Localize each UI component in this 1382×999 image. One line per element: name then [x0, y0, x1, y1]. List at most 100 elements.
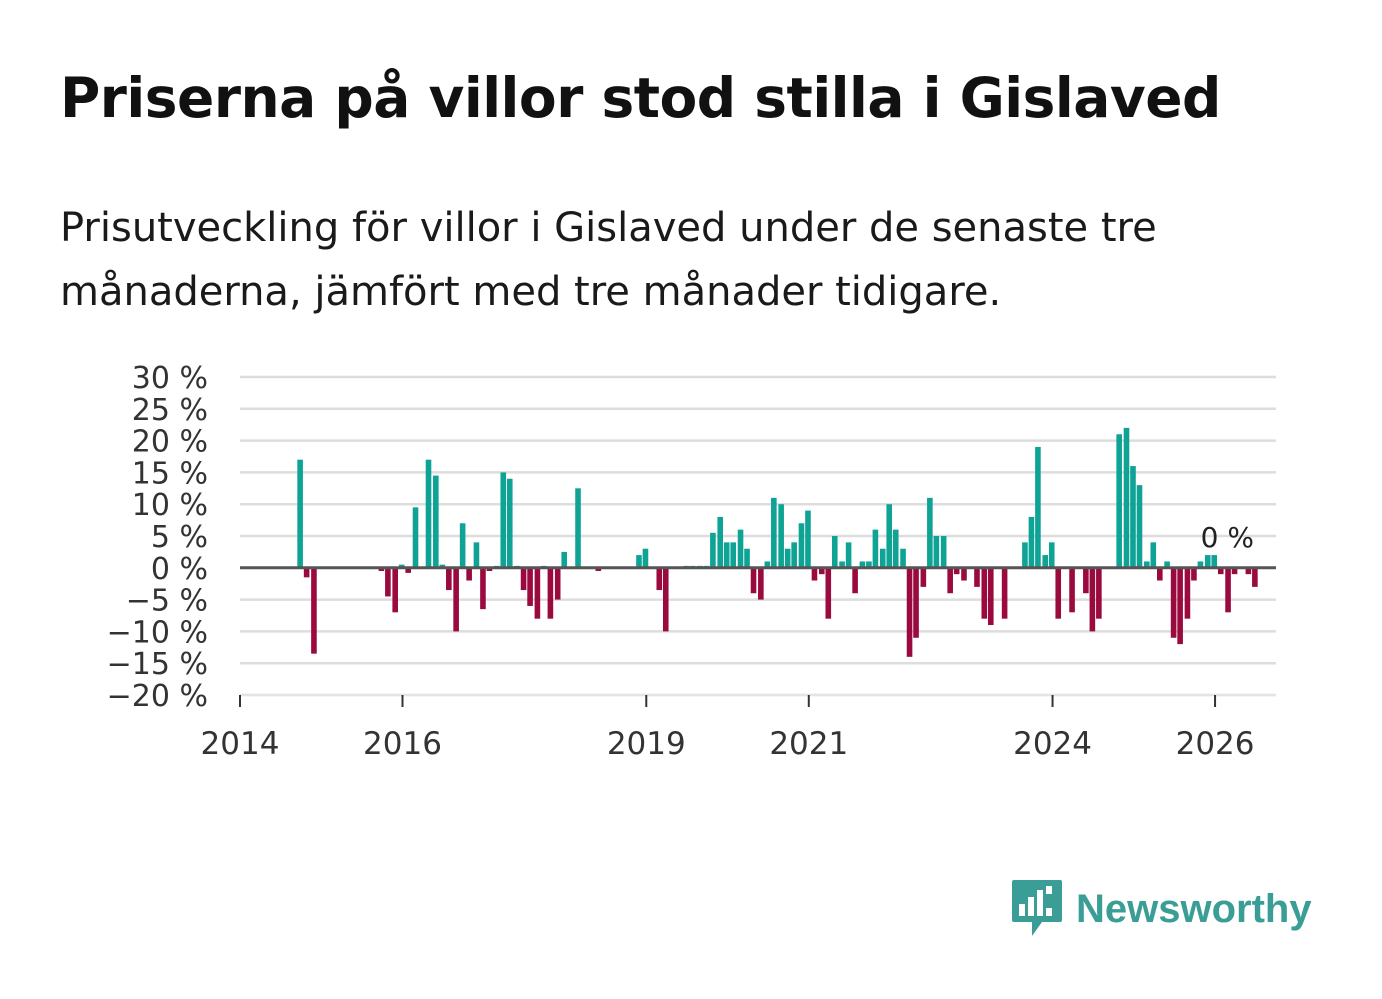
- bar: [811, 567, 818, 581]
- x-tick-label: 2024: [1013, 726, 1092, 762]
- bar: [506, 478, 513, 568]
- bar: [1001, 567, 1008, 619]
- x-tick-label: 2026: [1176, 726, 1255, 762]
- bar: [1197, 561, 1204, 568]
- bar: [953, 567, 960, 575]
- bar: [927, 497, 933, 568]
- bar: [1231, 567, 1238, 575]
- bar: [595, 567, 602, 571]
- y-tick-label: 25 %: [132, 393, 208, 428]
- bar: [1035, 446, 1041, 568]
- bar: [378, 567, 385, 571]
- bar: [412, 507, 419, 568]
- y-tick-label: −15 %: [107, 647, 208, 682]
- bar: [940, 536, 947, 568]
- bar: [405, 567, 411, 573]
- bar: [805, 510, 811, 568]
- bar: [892, 529, 899, 568]
- bar: [771, 497, 777, 568]
- bar: [1150, 542, 1157, 568]
- bar: [981, 567, 988, 619]
- bar: [744, 548, 750, 568]
- bar: [1191, 567, 1197, 581]
- bar: [439, 564, 446, 568]
- bar: [717, 516, 724, 568]
- bar: [1211, 555, 1218, 568]
- bar: [1252, 567, 1258, 587]
- bar: [1130, 466, 1136, 568]
- y-tick-label: 5 %: [151, 520, 208, 555]
- bar: [1136, 485, 1143, 568]
- bar: [845, 542, 852, 568]
- bar: [392, 567, 398, 613]
- bar: [480, 567, 486, 610]
- bar: [1089, 567, 1096, 632]
- bar: [433, 475, 439, 568]
- bar: [758, 567, 764, 600]
- bar: [825, 567, 832, 619]
- bar: [1055, 567, 1062, 619]
- bar: [575, 488, 581, 568]
- newsworthy-logo: Newsworthy: [1010, 878, 1312, 940]
- bar: [486, 567, 493, 571]
- brand-name: Newsworthy: [1076, 886, 1312, 931]
- bar: [466, 567, 472, 581]
- bar: [1028, 516, 1035, 568]
- x-tick-label: 2019: [607, 726, 686, 762]
- bar: [1184, 567, 1191, 619]
- bar: [520, 567, 527, 591]
- bar: [906, 567, 913, 657]
- y-tick-label: −10 %: [107, 615, 208, 650]
- x-tick-label: 2016: [363, 726, 442, 762]
- bar: [1083, 567, 1089, 594]
- bar: [1245, 567, 1252, 575]
- bar: [459, 523, 466, 568]
- bar: [974, 567, 980, 587]
- bar: [987, 567, 994, 626]
- y-tick-label: −20 %: [107, 679, 208, 714]
- bar: [886, 504, 893, 568]
- bar: [798, 523, 805, 568]
- bar: [527, 567, 533, 606]
- bar: [791, 542, 797, 568]
- bar: [561, 551, 568, 568]
- bar: [872, 529, 879, 568]
- bar: [398, 564, 405, 568]
- bar: [1048, 542, 1055, 568]
- bar: [839, 561, 845, 568]
- bar: [737, 529, 744, 568]
- bar: [900, 548, 906, 568]
- bar: [866, 561, 872, 568]
- bar: [1157, 567, 1163, 581]
- bar: [446, 567, 452, 591]
- bar: [453, 567, 459, 632]
- bar: [311, 567, 317, 654]
- bar: [662, 567, 669, 632]
- bar: [778, 504, 784, 568]
- bar: [1204, 555, 1211, 568]
- bar: [1177, 567, 1183, 645]
- bar: [1116, 434, 1122, 568]
- bar-chart-speech-icon: [1012, 880, 1062, 936]
- chart-title: Priserna på villor stod stilla i Gislave…: [60, 66, 1221, 130]
- bar: [961, 567, 967, 581]
- bar: [385, 567, 391, 597]
- bar: [913, 567, 919, 638]
- bar: [730, 542, 737, 568]
- bar: [879, 548, 886, 568]
- bar: [636, 555, 642, 568]
- bar: [1022, 542, 1028, 568]
- last-value-label: 0 %: [1201, 521, 1254, 554]
- bar: [425, 459, 432, 568]
- bar: [1123, 427, 1130, 568]
- bar: [547, 567, 554, 619]
- y-tick-label: 20 %: [132, 425, 208, 460]
- y-tick-label: −5 %: [126, 584, 208, 619]
- bar: [1069, 567, 1075, 613]
- bar: [710, 532, 716, 568]
- bar: [534, 567, 541, 619]
- bar: [1225, 567, 1231, 613]
- bar: [1170, 567, 1177, 638]
- bar: [473, 542, 480, 568]
